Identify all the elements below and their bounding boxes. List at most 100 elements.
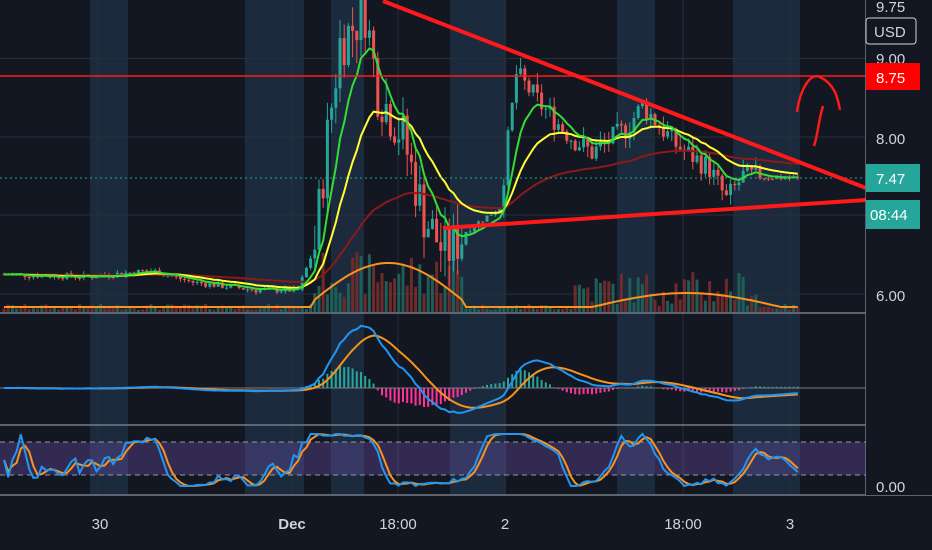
volume-bar	[750, 295, 754, 312]
volume-bar	[15, 308, 19, 312]
volume-bar	[170, 304, 174, 312]
macd-histogram-bar	[481, 386, 484, 388]
volume-bar	[422, 293, 426, 312]
volume-bar	[649, 293, 653, 312]
candle-body	[724, 190, 728, 195]
candle-body	[246, 289, 250, 291]
volume-bar	[36, 308, 40, 312]
volume-bar	[712, 301, 716, 312]
volume-bar	[766, 306, 770, 312]
macd-histogram-bar	[528, 372, 530, 388]
volume-bar	[40, 305, 44, 312]
candle-body	[544, 108, 548, 110]
volume-bar	[128, 307, 132, 312]
price-tick-label: 6.00	[876, 288, 905, 305]
volume-bar	[540, 305, 544, 312]
time-axis[interactable]: 30 Dec 18:00 2 18:00 3	[92, 516, 795, 533]
candle-body	[212, 283, 216, 287]
currency-button[interactable]	[865, 17, 917, 45]
macd-histogram-bar	[763, 386, 766, 388]
candle-body	[393, 136, 397, 143]
volume-bar	[380, 273, 384, 312]
volume-bar	[141, 309, 145, 312]
macd-histogram-bar	[456, 388, 459, 397]
triangle-upper-trendline[interactable]	[382, 0, 867, 190]
currency-label: USD	[874, 24, 906, 41]
price-tick-label: 9.75	[876, 0, 905, 16]
candle-body	[120, 272, 124, 276]
candle-body	[317, 188, 321, 250]
volume-bar	[183, 304, 187, 312]
volume-bar	[178, 307, 182, 312]
macd-histogram-bar	[754, 386, 757, 388]
macd-histogram-bar	[582, 388, 585, 394]
volume-ma-line	[4, 262, 798, 308]
macd-histogram-bar	[586, 388, 589, 394]
candle-body	[695, 155, 699, 162]
volume-bar	[120, 309, 124, 312]
macd-histogram-bar	[599, 388, 602, 393]
macd-histogram-bar	[389, 388, 392, 401]
breakout-arrow-drawing[interactable]	[795, 74, 842, 147]
volume-bar	[586, 287, 590, 312]
price-axis[interactable]: 9.75 9.00 8.00 6.00 0.00 USD 8.75 7.47 0…	[865, 0, 932, 496]
candle-body	[418, 184, 422, 206]
candle-body	[750, 165, 754, 170]
volume-bar	[691, 272, 695, 312]
volume-bar	[262, 306, 266, 312]
macd-histogram-bar	[385, 388, 388, 398]
volume-bar	[792, 304, 796, 312]
triangle-lower-trendline[interactable]	[442, 198, 867, 230]
volume-bar	[388, 282, 392, 312]
volume-bar	[31, 308, 35, 312]
candle-body	[145, 270, 149, 272]
candle-body	[338, 38, 342, 89]
resistance-price-label: 8.75	[876, 70, 905, 87]
candle-body	[27, 276, 31, 278]
candle-body	[405, 115, 409, 155]
macd-histogram-bar	[502, 381, 505, 388]
time-tick-label: 3	[786, 516, 794, 533]
macd-histogram-bar	[318, 380, 320, 388]
macd-histogram-bar	[780, 386, 782, 388]
candle-body	[31, 275, 35, 278]
volume-bar	[779, 308, 783, 312]
volume-bar	[384, 281, 388, 312]
candle-body	[561, 124, 565, 132]
volume-bar	[519, 308, 523, 312]
candle-body	[359, 0, 363, 41]
last-price-badge	[866, 164, 920, 192]
macd-histogram-bar	[414, 388, 417, 406]
volume-bar	[292, 307, 296, 312]
volume-bar	[372, 265, 376, 312]
candle-body	[636, 106, 640, 119]
macd-histogram-bar	[649, 386, 652, 388]
session-band	[733, 0, 800, 495]
candle-body	[451, 225, 455, 261]
macd-histogram-bar	[637, 386, 640, 388]
candle-body	[435, 218, 439, 243]
volume-bar	[611, 283, 615, 312]
candle-body	[619, 123, 623, 126]
candle-body	[178, 276, 182, 279]
volume-bar	[632, 302, 636, 312]
candle-body	[166, 275, 170, 277]
candle-body	[325, 119, 329, 199]
volume-bar	[720, 295, 724, 312]
candle-body	[346, 25, 350, 66]
macd-histogram-bar	[641, 385, 644, 388]
ma-green-line	[3, 47, 798, 291]
volume-bar	[309, 304, 313, 312]
macd-histogram-bar	[675, 388, 677, 391]
stoch-tick-label: 0.00	[876, 479, 905, 496]
macd-histogram-bar	[347, 366, 350, 388]
volume-bar	[733, 299, 737, 312]
volume-bar	[762, 307, 766, 312]
volume-bar	[481, 304, 485, 312]
macd-histogram-bar	[469, 388, 472, 391]
volume-bar	[485, 308, 489, 312]
volume-bar	[548, 306, 552, 312]
candle-body	[733, 183, 737, 186]
volume-bar	[220, 305, 224, 312]
